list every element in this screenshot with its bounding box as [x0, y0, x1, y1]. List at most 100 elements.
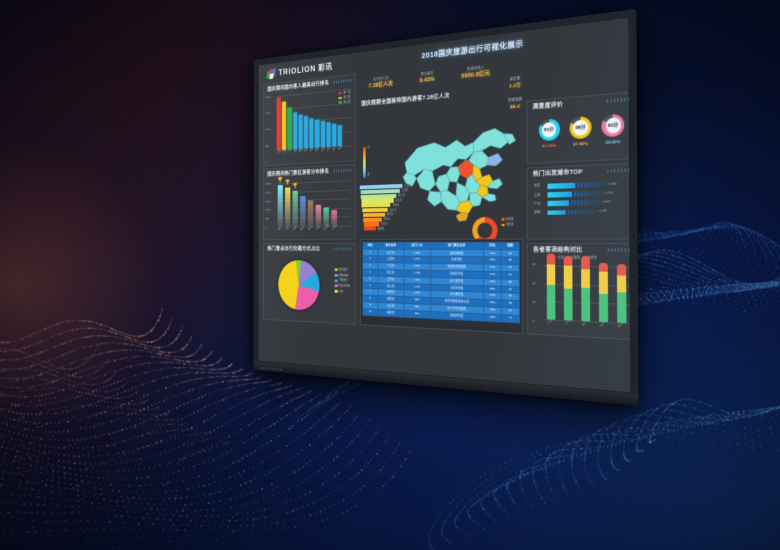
funnel-bar	[364, 222, 379, 226]
bar: 北京	[277, 97, 281, 150]
list-item[interactable]: 深圳 1,338	[534, 208, 630, 215]
panel-trophy-bar: 国庆期间热门景区游客分布排名 🏆 故宫 🏆 外滩 🏆 西湖 黄山 泰山 长城 张家界 九寨沟 2,5…	[263, 164, 356, 240]
panel-group-bar: 各省客流结构对比 一日游 过夜游 跨省游 广东 江苏 浙江 山东 四川 90 60 30 0	[527, 243, 630, 341]
bar-segment	[581, 269, 590, 287]
bar: 南京	[321, 121, 325, 147]
brand-cn-name: 彩讯	[318, 62, 332, 74]
kpi-card: 旅游总收入 5990.8亿元	[454, 64, 498, 82]
legend-item[interactable]: 省内游	[502, 218, 514, 222]
gauge-ring: 88分	[570, 116, 592, 139]
page-title: 2018国庆旅游出行可视化展示	[391, 34, 560, 64]
legend-item[interactable]: 自驾出行	[334, 268, 350, 272]
monitor-screen: TRIOLION 彩讯 2018国庆旅游出行可视化展示 国庆期间国内客人最高出行…	[259, 18, 631, 393]
legend-label: 自驾出行	[339, 268, 348, 271]
legend-item[interactable]: 高铁/动车	[334, 274, 350, 278]
video-wall-monitor: TRIOLION 彩讯 2018国庆旅游出行可视化展示 国庆期间国内客人最高出行…	[254, 9, 639, 406]
table-cell: 05%	[484, 307, 502, 315]
gauge: 91分 91.25%	[536, 118, 561, 148]
panel-gauges-title: 满意度评价	[533, 102, 564, 112]
gauge-ring: 91分	[538, 118, 559, 141]
legend-label: 一日游	[555, 256, 563, 260]
table-header-cell[interactable]: 热门景区名称	[430, 242, 483, 250]
legend-item[interactable]: 第三名	[339, 100, 351, 105]
rank-name: 深圳	[534, 211, 545, 215]
table-row[interactable]: 10 福建省 864 鼓浪屿景区 04% 79	[363, 308, 520, 322]
bar: 上海	[282, 102, 286, 150]
table-header-cell[interactable]: 出行人次	[404, 242, 431, 249]
rank-bar	[547, 183, 575, 189]
bar-segment	[564, 266, 573, 289]
x-tick-label: 重庆	[315, 147, 320, 153]
gauge-percent: 87.90%	[568, 140, 594, 147]
legend-item[interactable]: 长途大巴车	[334, 284, 350, 288]
legend-swatch	[334, 284, 337, 287]
bar-segment	[547, 285, 556, 320]
table-cell: 外滩景区	[430, 257, 483, 265]
rank-name: 北京	[534, 184, 545, 188]
panel-deco	[607, 168, 630, 172]
data-table[interactable]: 排名 省市名称 出行人次 热门景区名称 同比 指数 1 北京市 1,982 故宫博物院 12% 98…	[362, 242, 520, 323]
funnel-label: 福建省	[378, 227, 385, 230]
panel-rank-bar: 国庆期间国内客人最高出行排名 北京 上海 广州 深圳 成都 杭州 西安 重庆 南京 武汉 厦门 青岛 …	[263, 74, 356, 166]
table-header-cell[interactable]: 排名	[363, 242, 378, 249]
legend-item[interactable]: 飞机出行	[334, 279, 350, 283]
pie-legend: 自驾出行高铁/动车 飞机出行 长途大巴车火车	[334, 268, 350, 295]
legend-item[interactable]: 跨省游	[583, 256, 596, 260]
table-cell: 89	[501, 279, 519, 287]
table-header-cell[interactable]: 同比	[484, 242, 502, 250]
bar-segment	[617, 264, 626, 275]
table-cell: 11%	[484, 264, 502, 271]
bar: 黄山	[300, 196, 305, 226]
list-item[interactable]: 广州 1,520	[534, 199, 630, 207]
bar-group: 四川	[617, 266, 626, 323]
gauge-percent: 91.25%	[537, 141, 562, 148]
bar: 成都	[298, 114, 302, 148]
legend-item[interactable]: 过夜游	[567, 256, 580, 260]
table-header-cell[interactable]: 指数	[501, 242, 519, 250]
y-tick-label: 0	[265, 227, 266, 230]
gauge-ring: 84分	[602, 114, 625, 138]
bar: 杭州	[304, 116, 308, 148]
table-cell: 西湖风景区	[430, 270, 483, 278]
bar: 重庆	[315, 120, 319, 148]
table-cell: 91	[501, 272, 519, 280]
bar-segment	[581, 288, 590, 322]
table-header-cell[interactable]: 省市名称	[378, 242, 404, 249]
side-kpi-value: 1.2万	[502, 81, 528, 89]
legend-swatch	[583, 257, 587, 260]
map-donut	[472, 217, 499, 246]
legend-label: 飞机出行	[339, 279, 348, 283]
table-cell: 04%	[484, 314, 502, 322]
bar-segment	[617, 275, 626, 292]
bar-segment	[564, 256, 573, 266]
legend-item[interactable]: 火车	[334, 290, 350, 294]
rank-bar	[548, 210, 566, 215]
legend-swatch	[551, 256, 554, 259]
list-item[interactable]: 北京 1,982	[534, 180, 630, 189]
side-kpi-value: 86.4	[502, 102, 528, 110]
table-cell: 13%	[484, 278, 502, 286]
list-item[interactable]: 上海 1,764	[534, 190, 630, 198]
x-tick-label: 杭州	[304, 147, 309, 152]
x-tick-label: 故宫	[278, 226, 282, 231]
bar: 🏆 西湖	[293, 190, 298, 226]
legend-swatch	[339, 101, 342, 104]
table-cell: 79	[501, 314, 519, 322]
legend-item[interactable]: 省外游	[502, 223, 514, 227]
bar: 泰山	[308, 200, 313, 226]
panel-pie: 热门景点出行交通方式占比 自驾出行 高铁/动车 飞机出行 长途大巴车 火车	[263, 243, 356, 325]
panel-deco	[607, 97, 630, 102]
table-cell: 08%	[484, 285, 502, 293]
china-map[interactable]	[398, 101, 523, 235]
gauge-value: 91分	[542, 122, 556, 138]
table-cell: 87	[501, 286, 519, 294]
legend-swatch	[334, 274, 337, 277]
funnel-gradient-scale	[363, 147, 366, 178]
legend-item[interactable]: 一日游	[551, 256, 564, 260]
legend-swatch	[502, 218, 505, 221]
funnel-label: 四川省	[389, 208, 396, 211]
bar-group: 浙江	[581, 266, 590, 321]
table-cell: 12%	[484, 250, 502, 257]
brand-wordmark: TRIOLION	[278, 64, 315, 79]
bezel-indicator-dots	[260, 366, 282, 370]
